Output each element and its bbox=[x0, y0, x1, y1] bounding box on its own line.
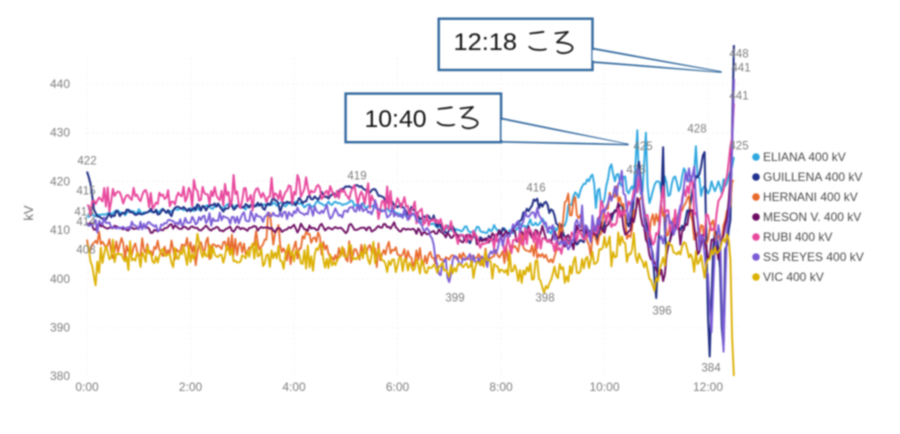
svg-text:6:00: 6:00 bbox=[386, 380, 410, 394]
svg-text:419: 419 bbox=[347, 171, 366, 183]
svg-text:MESON V. 400 kV: MESON V. 400 kV bbox=[763, 210, 861, 224]
svg-text:12:00: 12:00 bbox=[693, 380, 723, 394]
svg-text:425: 425 bbox=[633, 141, 652, 153]
svg-text:4:00: 4:00 bbox=[282, 380, 306, 394]
svg-text:410: 410 bbox=[50, 223, 70, 237]
svg-text:396: 396 bbox=[652, 306, 671, 318]
svg-text:441: 441 bbox=[729, 91, 748, 103]
svg-text:430: 430 bbox=[50, 126, 70, 140]
svg-text:441: 441 bbox=[731, 63, 750, 75]
svg-text:2:00: 2:00 bbox=[179, 380, 203, 394]
svg-text:390: 390 bbox=[50, 321, 70, 335]
svg-text:408: 408 bbox=[76, 245, 95, 257]
svg-text:10:40: 10:40 bbox=[365, 106, 427, 133]
svg-text:420: 420 bbox=[50, 174, 70, 188]
svg-text:440: 440 bbox=[50, 77, 70, 91]
svg-text:0:00: 0:00 bbox=[75, 380, 99, 394]
svg-text:12:18: 12:18 bbox=[454, 29, 518, 56]
svg-text:422: 422 bbox=[77, 156, 96, 168]
svg-text:8:00: 8:00 bbox=[489, 380, 513, 394]
svg-text:398: 398 bbox=[535, 293, 554, 305]
svg-text:RUBI 400 kV: RUBI 400 kV bbox=[763, 230, 832, 244]
svg-text:399: 399 bbox=[445, 293, 464, 305]
svg-text:ELIANA 400 kV: ELIANA 400 kV bbox=[763, 150, 846, 164]
svg-text:380: 380 bbox=[50, 369, 70, 383]
svg-text:426: 426 bbox=[626, 165, 645, 177]
svg-text:428: 428 bbox=[687, 124, 706, 136]
svg-text:413: 413 bbox=[74, 207, 93, 219]
svg-text:414: 414 bbox=[76, 217, 96, 229]
svg-text:SS REYES 400 kV: SS REYES 400 kV bbox=[763, 250, 864, 264]
svg-text:10:00: 10:00 bbox=[589, 380, 619, 394]
svg-text:400: 400 bbox=[50, 272, 70, 286]
svg-text:384: 384 bbox=[701, 363, 721, 375]
svg-text:416: 416 bbox=[526, 183, 545, 195]
svg-text:448: 448 bbox=[729, 49, 748, 61]
svg-text:415: 415 bbox=[76, 186, 95, 198]
svg-text:kV: kV bbox=[21, 205, 36, 221]
svg-text:HERNANI 400 kV: HERNANI 400 kV bbox=[763, 190, 858, 204]
svg-text:VIC 400 kV: VIC 400 kV bbox=[763, 270, 824, 284]
svg-text:425: 425 bbox=[729, 141, 748, 153]
svg-text:GUILLENA 400 kV: GUILLENA 400 kV bbox=[763, 170, 862, 184]
